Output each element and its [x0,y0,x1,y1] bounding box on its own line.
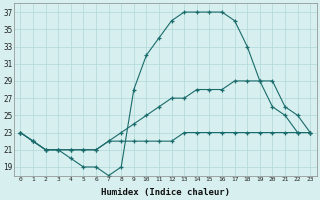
X-axis label: Humidex (Indice chaleur): Humidex (Indice chaleur) [101,188,230,197]
